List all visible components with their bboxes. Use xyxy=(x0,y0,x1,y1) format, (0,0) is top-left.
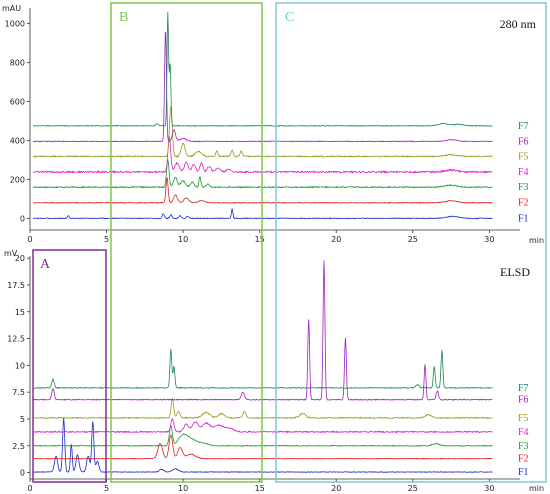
uv-y-axis-unit: mAU xyxy=(2,4,21,13)
x-tick-label: 25 xyxy=(408,235,418,244)
y-tick-label: 1000 xyxy=(5,20,25,29)
trace-label-f7: F7 xyxy=(518,121,529,132)
y-tick-label: 15 xyxy=(15,308,25,317)
elsd-y-axis-unit: mV xyxy=(4,249,18,258)
y-tick-label: 7.5 xyxy=(12,388,25,397)
region-a-label: A xyxy=(40,257,51,272)
trace-label-f2: F2 xyxy=(518,454,529,465)
x-tick-label: 5 xyxy=(104,484,109,493)
y-tick-label: 200 xyxy=(10,175,25,184)
trace-label-f1: F1 xyxy=(518,467,529,478)
x-tick-label: 0 xyxy=(27,235,32,244)
trace-label-f7: F7 xyxy=(518,383,529,394)
x-tick-label: 15 xyxy=(255,484,265,493)
uv-x-axis-unit: min xyxy=(529,236,544,245)
trace-label-f1: F1 xyxy=(518,213,529,224)
trace-label-f5: F5 xyxy=(518,413,529,424)
trace-label-f5: F5 xyxy=(518,151,529,162)
y-tick-label: 20 xyxy=(15,254,25,263)
uv-trace-labels: F1 F2 F3 F4 F5 F6 F7 xyxy=(518,121,529,225)
highlight-regions: A B C xyxy=(32,2,547,483)
x-tick-label: 10 xyxy=(178,235,188,244)
trace-label-f2: F2 xyxy=(518,198,529,209)
x-tick-label: 25 xyxy=(408,484,418,493)
x-tick-label: 5 xyxy=(104,235,109,244)
y-tick-label: 600 xyxy=(10,97,25,106)
uv-280nm-panel: mAU 280 nm min 0 200 400 600 800 1000 0 5 10 15 20… xyxy=(2,4,544,245)
x-tick-label: 20 xyxy=(331,235,341,244)
trace-label-f4: F4 xyxy=(518,427,529,438)
y-tick-label: 5 xyxy=(20,415,25,424)
x-tick-label: 15 xyxy=(255,235,265,244)
elsd-panel-title: ELSD xyxy=(500,265,530,279)
y-tick-label: 12.5 xyxy=(7,335,25,344)
region-c-box xyxy=(275,2,547,483)
x-tick-label: 30 xyxy=(484,235,494,244)
y-tick-label: 0 xyxy=(20,469,25,478)
trace-label-f6: F6 xyxy=(518,395,529,406)
x-tick-label: 0 xyxy=(27,484,32,493)
y-tick-label: 800 xyxy=(10,59,25,68)
region-a-box xyxy=(32,249,107,483)
region-b-label: B xyxy=(119,10,128,25)
trace-label-f6: F6 xyxy=(518,136,529,147)
region-c-label: C xyxy=(285,10,294,25)
y-tick-label: 0 xyxy=(20,214,25,223)
trace-label-f3: F3 xyxy=(518,182,529,193)
elsd-x-axis-unit: min xyxy=(529,484,544,493)
uv-panel-title: 280 nm xyxy=(500,17,537,31)
elsd-axis-ticks: 0 2.5 5 7.5 10 12.5 15 17.5 20 0 5 10 15 20 25 30 xyxy=(7,254,520,493)
y-tick-label: 17.5 xyxy=(7,281,25,290)
trace-label-f4: F4 xyxy=(518,167,529,178)
region-b-box xyxy=(110,2,263,483)
y-tick-label: 2.5 xyxy=(12,442,25,451)
x-tick-label: 30 xyxy=(484,484,494,493)
x-tick-label: 20 xyxy=(331,484,341,493)
elsd-panel: mV ELSD min 0 2.5 5 7.5 10 12.5 15 17.5 20 0 5 10 15… xyxy=(4,249,544,493)
y-tick-label: 400 xyxy=(10,136,25,145)
y-tick-label: 10 xyxy=(15,361,25,370)
trace-label-f3: F3 xyxy=(518,441,529,452)
x-tick-label: 10 xyxy=(178,484,188,493)
